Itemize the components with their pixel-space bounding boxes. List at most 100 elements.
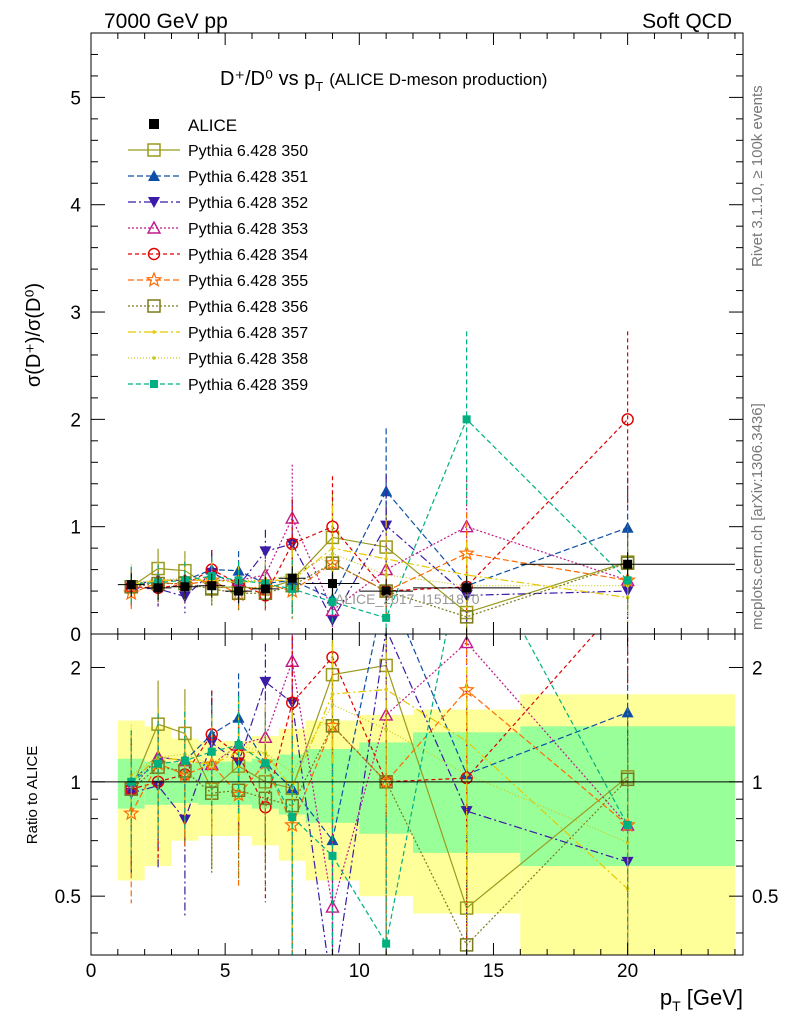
series-s352-main: [125, 474, 634, 634]
main-y-tick-label: 1: [70, 518, 81, 539]
legend-label-s356: Pythia 6.428 356: [188, 299, 308, 316]
series-s354-point: [621, 413, 634, 426]
x-tick-label: 10: [349, 961, 370, 982]
ratio-y-tick-label-right: 0.5: [752, 887, 778, 908]
series-s358-ratio-point: [330, 702, 335, 707]
series-s359-point: [382, 613, 391, 622]
series-s358-point: [330, 551, 335, 556]
series-s359-ratio-point: [261, 759, 270, 768]
legend-label-s355: Pythia 6.428 355: [188, 273, 308, 290]
legend-label-s353: Pythia 6.428 353: [188, 221, 308, 238]
data-point: [153, 583, 163, 593]
series-s352-ratio-point: [259, 676, 272, 688]
series-s357-point: [464, 573, 469, 577]
legend-marker-s351: [148, 170, 160, 181]
series-s359-ratio-point: [180, 756, 189, 765]
series-s359-ratio-point: [623, 821, 632, 830]
series-s357-ratio-point: [384, 687, 388, 692]
mcplots-label: mcplots.cern.ch [arXiv:1306.3436]: [749, 403, 766, 630]
series-s357-point: [384, 557, 388, 561]
ratio-panel: [91, 634, 743, 955]
main-y-tick-label: 2: [70, 410, 81, 431]
legend-marker-data: [149, 119, 159, 129]
series-s354-main: [125, 331, 634, 619]
data-point: [381, 586, 391, 596]
x-tick-label: 0: [86, 961, 97, 982]
series-s359-point: [462, 415, 471, 424]
legend-label-s354: Pythia 6.428 354: [188, 247, 308, 264]
series-s357-point: [330, 546, 335, 550]
ratio-y-axis-label: Ratio to ALICE: [24, 746, 41, 844]
legend-marker-s355: [145, 271, 163, 288]
data-point: [623, 559, 633, 569]
x-tick-label: 20: [617, 961, 638, 982]
series-s353-point: [325, 602, 340, 617]
ratio-y-tick-label-right: 1: [752, 773, 763, 794]
main-y-axis-label: σ(D⁺)/σ(D⁰): [23, 283, 45, 387]
main-y-tick-label: 4: [70, 196, 81, 217]
legend-label-s359: Pythia 6.428 359: [188, 377, 308, 394]
legend-marker-s350: [147, 143, 161, 157]
data-point: [462, 583, 472, 593]
data-point: [180, 582, 190, 592]
legend-marker-s354: [147, 247, 161, 261]
legend-marker-s358: [152, 356, 156, 360]
main-y-tick-label: 5: [70, 88, 81, 109]
x-tick-label: 15: [483, 961, 504, 982]
legend-label-data: ALICE: [188, 116, 237, 135]
legend-label-s358: Pythia 6.428 358: [188, 351, 308, 368]
legend-marker-s352: [148, 197, 160, 208]
ratio-y-tick-label-left: 1: [70, 773, 81, 794]
main-y-tick-label: 3: [70, 303, 81, 324]
series-s353-line: [131, 516, 628, 612]
series-s358-ratio-point: [625, 840, 630, 845]
legend-label-s357: Pythia 6.428 357: [188, 325, 308, 342]
legend-label-s352: Pythia 6.428 352: [188, 195, 308, 212]
data-point: [126, 580, 136, 590]
series-s355-ratio-line: [130, 689, 629, 827]
legend-label-s351: Pythia 6.428 351: [188, 169, 308, 186]
axes: 0 5 10 15 20 0 1 2 3 4 5 0.5 0.5 1 1 2 2: [55, 32, 778, 982]
process-label: Soft QCD: [642, 10, 732, 33]
ratio-y-tick-label-right: 2: [752, 658, 763, 679]
series-s359-point: [623, 576, 632, 585]
main-y-tick-label: 0: [70, 625, 81, 646]
series-s358-point: [384, 573, 388, 577]
series-s354-point: [326, 520, 339, 533]
series-s359-point: [328, 597, 337, 606]
series-s357-ratio-point: [464, 739, 469, 744]
legend: ALICE Pythia 6.428 350 Pythia 6.428 351 Pyt…: [128, 116, 308, 394]
series-s358-ratio-point: [464, 772, 469, 777]
series-s356-ratio-line: [130, 724, 629, 946]
plot-title: D⁺/D⁰ vs pT (ALICE D-meson production): [220, 68, 547, 94]
series-s354-line: [131, 418, 629, 597]
legend-marker-s357: [152, 330, 156, 334]
legend-marker-s356: [147, 299, 161, 313]
x-tick-label: 5: [220, 961, 231, 982]
data-point: [287, 573, 297, 583]
ratio-y-tick-label-left: 2: [70, 658, 81, 679]
main-panel: [117, 331, 735, 634]
ratio-frame: [90, 633, 744, 956]
legend-marker-s359: [150, 380, 158, 388]
data-point: [234, 586, 244, 596]
series-s358-point: [625, 583, 630, 588]
data-point: [260, 584, 270, 594]
legend-marker-s353: [146, 220, 162, 234]
series-s352-point: [259, 546, 272, 558]
series-s359-line: [131, 418, 629, 619]
series-s357-ratio-point: [236, 749, 241, 754]
series-s350-main: [124, 490, 635, 633]
rivet-label: Rivet 3.1.10, ≥ 100k events: [749, 85, 766, 267]
series-s356-line: [131, 562, 628, 618]
series-s353-ratio-point: [459, 635, 474, 649]
series-s359-ratio-point: [234, 741, 243, 750]
series-s359-ratio-point: [207, 747, 216, 756]
series-s351-ratio-point: [621, 706, 634, 718]
series-s351-point: [380, 485, 393, 497]
data-point: [207, 581, 217, 591]
x-axis-label: pT [GeV]: [660, 985, 743, 1014]
series-s359-ratio-point: [288, 813, 297, 822]
series-s355-ratio-point: [458, 681, 475, 698]
